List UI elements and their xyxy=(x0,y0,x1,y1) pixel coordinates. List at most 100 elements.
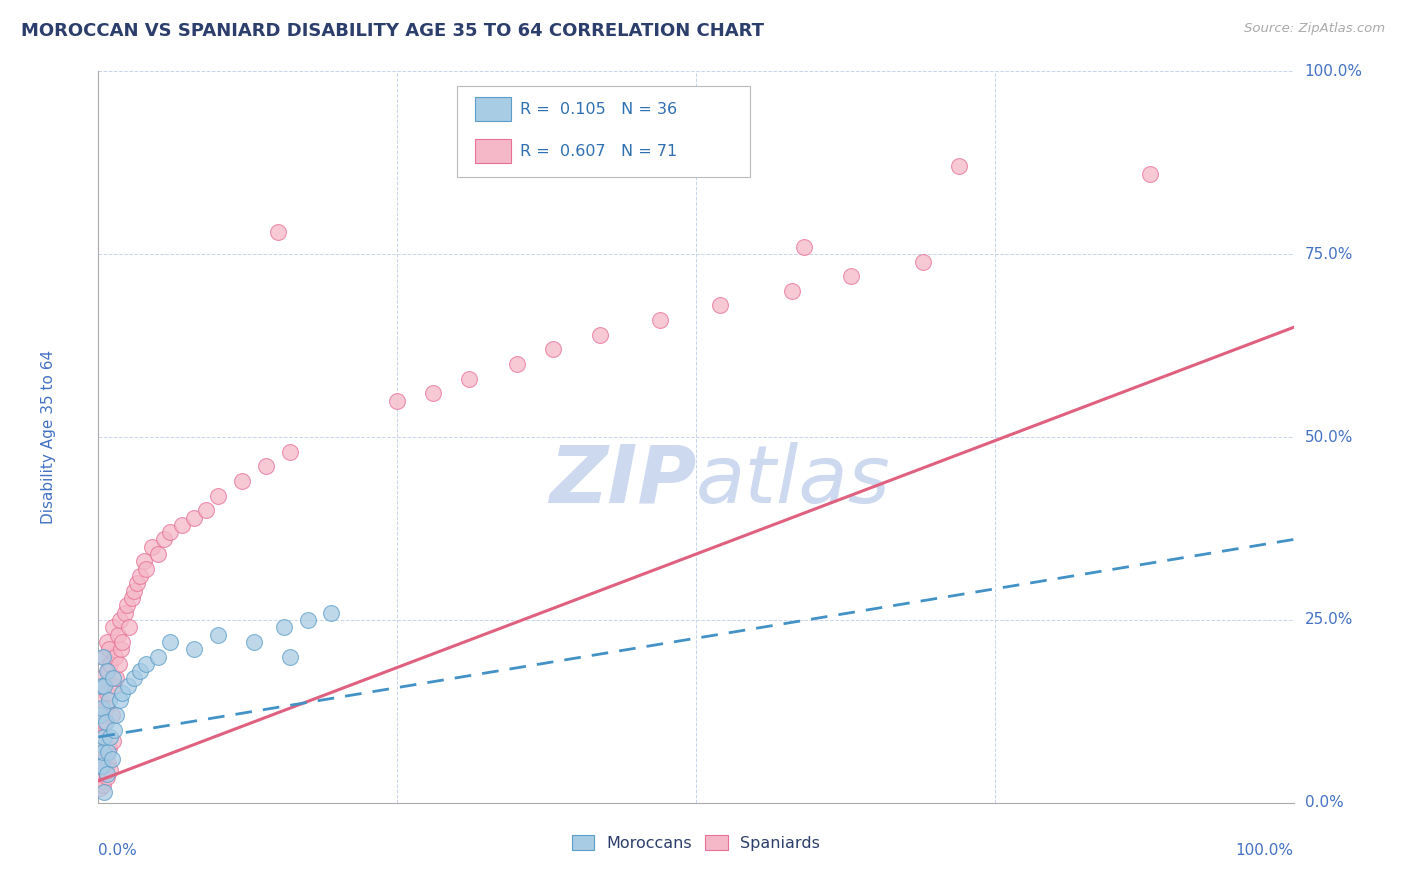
Point xyxy=(105,708,128,723)
Point xyxy=(506,357,529,371)
Text: atlas: atlas xyxy=(696,442,891,520)
Point xyxy=(114,606,136,620)
Point xyxy=(159,635,181,649)
Point xyxy=(89,752,111,766)
Point xyxy=(93,730,115,744)
Point xyxy=(117,679,139,693)
Point xyxy=(100,708,122,723)
Text: Source: ZipAtlas.com: Source: ZipAtlas.com xyxy=(1244,22,1385,36)
Point xyxy=(89,759,111,773)
Point xyxy=(108,693,131,707)
Point xyxy=(98,657,122,671)
Point xyxy=(103,723,125,737)
Point xyxy=(107,627,129,641)
Point xyxy=(297,613,319,627)
Point xyxy=(90,737,112,751)
Text: ZIP: ZIP xyxy=(548,442,696,520)
Point xyxy=(195,503,218,517)
Text: R =  0.607   N = 71: R = 0.607 N = 71 xyxy=(520,144,678,159)
Point xyxy=(91,759,114,773)
Point xyxy=(91,700,114,714)
Point xyxy=(91,649,114,664)
Point xyxy=(103,679,125,693)
Point xyxy=(94,748,117,763)
Text: 0.0%: 0.0% xyxy=(98,843,138,858)
FancyBboxPatch shape xyxy=(457,86,749,178)
Point xyxy=(141,540,163,554)
Point xyxy=(118,620,141,634)
Point xyxy=(96,635,118,649)
Point xyxy=(94,715,117,730)
Point xyxy=(273,620,295,634)
Point xyxy=(98,740,121,755)
Point xyxy=(93,766,115,780)
Point xyxy=(97,664,120,678)
Text: R =  0.105   N = 36: R = 0.105 N = 36 xyxy=(520,102,678,117)
FancyBboxPatch shape xyxy=(475,97,510,121)
Point xyxy=(104,649,127,664)
Point xyxy=(98,763,122,777)
Point xyxy=(108,613,131,627)
Point xyxy=(278,444,301,458)
Point xyxy=(124,583,146,598)
Point xyxy=(89,781,111,796)
Point xyxy=(98,730,122,744)
Point xyxy=(254,459,277,474)
Point xyxy=(90,737,112,751)
Text: 50.0%: 50.0% xyxy=(1305,430,1353,444)
Point xyxy=(278,649,301,664)
Text: 100.0%: 100.0% xyxy=(1236,843,1294,858)
Point xyxy=(458,371,481,385)
Point xyxy=(111,686,134,700)
Point xyxy=(124,672,146,686)
Point xyxy=(231,474,253,488)
Point xyxy=(159,525,181,540)
Text: 75.0%: 75.0% xyxy=(1305,247,1353,261)
Point xyxy=(841,269,863,284)
Text: 25.0%: 25.0% xyxy=(1305,613,1353,627)
Point xyxy=(105,672,128,686)
Point xyxy=(107,657,129,671)
Point xyxy=(91,723,114,737)
Point xyxy=(110,642,132,657)
Point xyxy=(93,649,115,664)
Point xyxy=(93,679,115,693)
Point xyxy=(129,664,152,678)
Point xyxy=(267,225,290,239)
Point xyxy=(94,700,117,714)
Point xyxy=(91,672,114,686)
FancyBboxPatch shape xyxy=(475,138,510,163)
Point xyxy=(91,778,114,792)
Point xyxy=(183,642,205,657)
Point xyxy=(96,766,118,780)
Text: 100.0%: 100.0% xyxy=(1305,64,1362,78)
Point xyxy=(98,642,121,657)
Text: Disability Age 35 to 64: Disability Age 35 to 64 xyxy=(41,350,56,524)
Point xyxy=(243,635,266,649)
Point xyxy=(148,649,170,664)
Point xyxy=(91,730,114,744)
Point xyxy=(948,160,970,174)
Point xyxy=(96,686,118,700)
Point xyxy=(422,386,444,401)
Point xyxy=(793,240,815,254)
Legend: Moroccans, Spaniards: Moroccans, Spaniards xyxy=(565,828,827,857)
Point xyxy=(101,733,124,747)
Point xyxy=(90,773,112,788)
Point xyxy=(129,569,152,583)
Point xyxy=(89,708,111,723)
Point xyxy=(101,620,124,634)
Point xyxy=(135,562,157,576)
Point xyxy=(321,606,343,620)
Point xyxy=(96,664,118,678)
Point xyxy=(648,313,672,327)
Point xyxy=(91,745,114,759)
Point xyxy=(153,533,176,547)
Point xyxy=(709,298,731,312)
Point xyxy=(385,393,409,408)
Point xyxy=(148,547,170,561)
Point xyxy=(589,327,612,342)
Point xyxy=(96,770,118,784)
Point xyxy=(93,715,115,730)
Point xyxy=(1139,167,1161,181)
